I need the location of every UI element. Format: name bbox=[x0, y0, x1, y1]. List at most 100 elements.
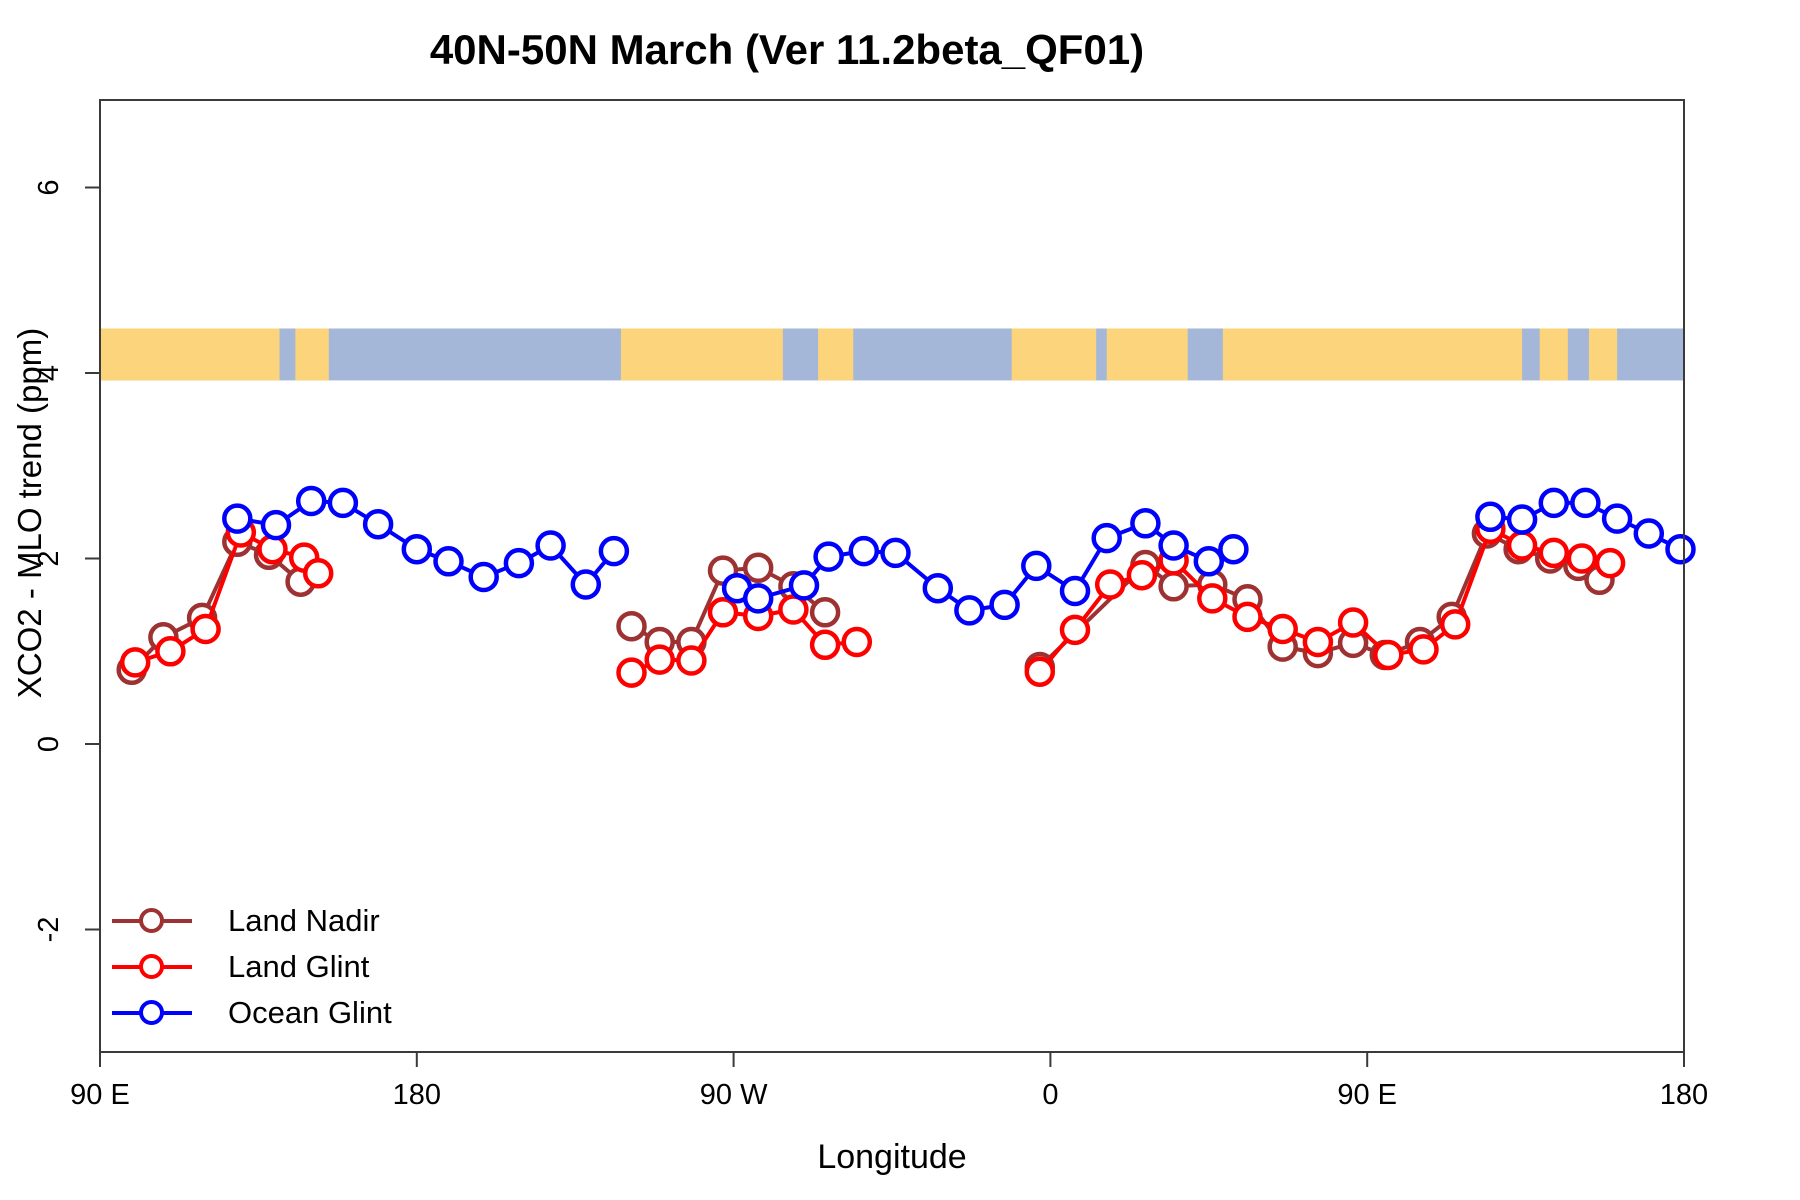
data-point-marker bbox=[1130, 508, 1161, 539]
data-point-marker bbox=[119, 647, 151, 678]
data-point-marker bbox=[954, 595, 985, 626]
legend: Land Nadir Land Glint Ocean Glint bbox=[112, 898, 392, 1036]
data-point-marker bbox=[1506, 530, 1538, 561]
chart-title: 40N-50N March (Ver 11.2beta_QF01) bbox=[429, 26, 1145, 73]
data-point-marker bbox=[1094, 569, 1126, 600]
data-point-marker bbox=[1601, 503, 1633, 534]
data-point-marker bbox=[676, 645, 707, 676]
y-tick-label: 4 bbox=[33, 365, 65, 381]
series-line bbox=[736, 521, 1235, 613]
data-point-marker bbox=[327, 487, 359, 519]
data-point-marker bbox=[880, 537, 911, 569]
data-point-marker bbox=[1193, 546, 1225, 577]
data-point-marker bbox=[1566, 543, 1598, 574]
y-axis-label: XCO2 - MLO trend (ppm) bbox=[11, 327, 48, 699]
data-point-marker bbox=[295, 485, 327, 517]
map-band-land-segment bbox=[620, 328, 783, 381]
data-point-marker bbox=[1158, 571, 1189, 602]
plot-box bbox=[99, 99, 1685, 1053]
data-point-marker bbox=[644, 644, 675, 675]
data-point-marker bbox=[190, 613, 221, 645]
data-point-marker bbox=[813, 541, 844, 572]
map-band-land-segment bbox=[1106, 328, 1188, 381]
y-tick-label: 2 bbox=[33, 550, 65, 566]
y-tick-label: -2 bbox=[33, 917, 65, 943]
land-glint-marker-icon bbox=[112, 954, 192, 980]
data-point-marker bbox=[362, 508, 394, 540]
y-tick-label: 6 bbox=[33, 179, 65, 195]
data-point-marker bbox=[598, 535, 630, 567]
data-point-marker bbox=[742, 552, 774, 584]
data-point-marker bbox=[1538, 537, 1570, 569]
x-tick-label: 0 bbox=[1042, 1079, 1058, 1111]
x-axis-label: Longitude bbox=[817, 1138, 967, 1176]
data-point-marker bbox=[1197, 583, 1228, 614]
data-point-marker bbox=[222, 503, 253, 534]
data-point-marker bbox=[1232, 601, 1263, 633]
legend-item-ocean-glint: Ocean Glint bbox=[112, 990, 392, 1036]
data-point-marker bbox=[433, 546, 464, 577]
axes: 90 E 180 90 W 0 90 E 180 -2 0 2 4 6 bbox=[33, 99, 1708, 1111]
data-point-marker bbox=[989, 589, 1020, 621]
data-point-marker bbox=[257, 533, 288, 565]
series-ocean-glint bbox=[222, 485, 1696, 626]
legend-label: Land Nadir bbox=[228, 903, 380, 938]
data-point-marker bbox=[1538, 487, 1570, 519]
data-point-marker bbox=[616, 657, 647, 688]
data-point-marker bbox=[1024, 656, 1056, 687]
data-point-marker bbox=[1408, 634, 1439, 665]
data-point-marker bbox=[1475, 501, 1506, 533]
map-band-land-segment bbox=[100, 328, 280, 381]
data-point-marker bbox=[1059, 614, 1091, 646]
data-point-marker bbox=[616, 610, 647, 642]
map-band-land-segment bbox=[818, 328, 854, 381]
data-point-marker bbox=[1665, 533, 1696, 565]
data-point-marker bbox=[1126, 559, 1158, 591]
legend-item-land-nadir: Land Nadir bbox=[112, 898, 392, 944]
land-nadir-marker-icon bbox=[112, 908, 192, 934]
data-point-marker bbox=[1218, 533, 1249, 565]
data-point-marker bbox=[302, 558, 334, 589]
data-point-marker bbox=[1158, 530, 1189, 561]
map-band-land-segment bbox=[1222, 328, 1523, 381]
legend-label: Land Glint bbox=[228, 949, 370, 984]
data-point-marker bbox=[1021, 550, 1052, 582]
data-point-marker bbox=[155, 636, 186, 667]
map-band-land-segment bbox=[1539, 328, 1568, 381]
x-tick-label: 90 E bbox=[1337, 1079, 1397, 1111]
x-tick-label: 90 E bbox=[70, 1079, 130, 1111]
series-land-glint bbox=[119, 513, 1626, 688]
map-band-land-segment bbox=[1011, 328, 1097, 381]
data-point-marker bbox=[1594, 547, 1626, 579]
data-point-marker bbox=[1091, 522, 1122, 554]
data-point-marker bbox=[1337, 607, 1369, 638]
data-point-marker bbox=[1633, 518, 1665, 549]
x-tick-label: 180 bbox=[1660, 1079, 1708, 1111]
data-point-marker bbox=[707, 597, 739, 628]
y-tick-label: 0 bbox=[33, 736, 65, 752]
data-point-marker bbox=[1059, 575, 1091, 607]
legend-item-land-glint: Land Glint bbox=[112, 944, 392, 990]
data-point-marker bbox=[1506, 504, 1538, 535]
data-point-marker bbox=[809, 629, 841, 661]
data-point-marker bbox=[809, 597, 841, 628]
data-point-marker bbox=[848, 535, 880, 567]
data-point-marker bbox=[401, 533, 433, 565]
data-point-marker bbox=[1267, 613, 1298, 645]
data-point-marker bbox=[742, 583, 774, 614]
data-point-marker bbox=[535, 530, 566, 561]
map-band-land-segment bbox=[1588, 328, 1618, 381]
map-band-land-segment bbox=[295, 328, 329, 381]
data-point-marker bbox=[778, 594, 809, 625]
x-tick-label: 180 bbox=[393, 1079, 441, 1111]
data-point-marker bbox=[922, 572, 954, 604]
data-point-marker bbox=[788, 570, 820, 601]
legend-label: Ocean Glint bbox=[228, 995, 392, 1030]
data-point-marker bbox=[260, 509, 292, 541]
map-band bbox=[100, 328, 1684, 381]
data-point-marker bbox=[468, 561, 499, 593]
data-point-marker bbox=[570, 569, 602, 600]
ocean-glint-marker-icon bbox=[112, 1000, 192, 1026]
data-point-marker bbox=[1373, 639, 1404, 671]
